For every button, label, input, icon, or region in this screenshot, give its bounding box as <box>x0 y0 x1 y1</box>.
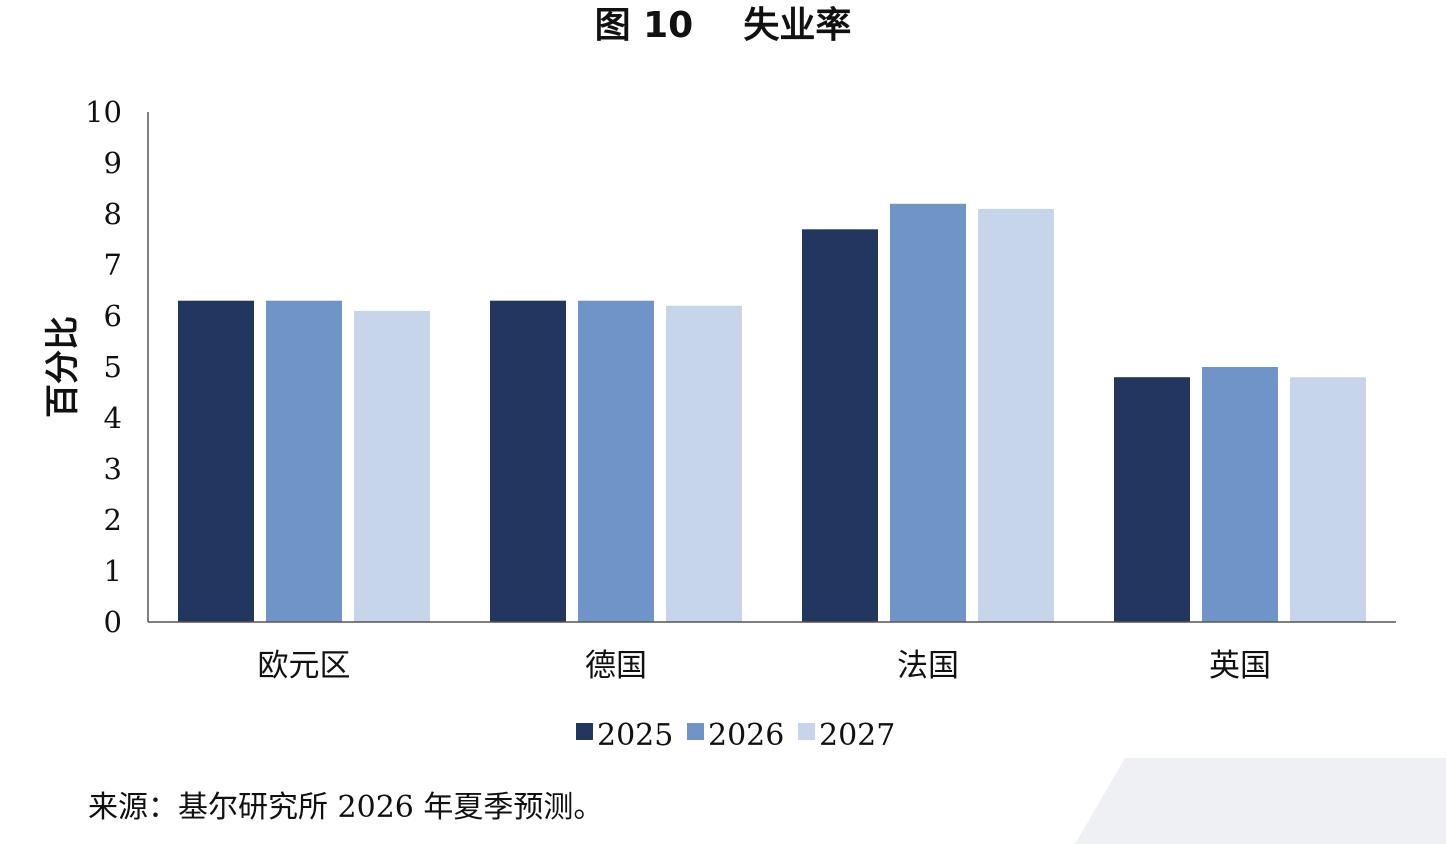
x-category-label: 欧元区 <box>258 648 351 684</box>
source-note: 来源：基尔研究所 2026 年夏季预测。 <box>88 790 604 825</box>
y-tick-label: 7 <box>104 248 122 282</box>
y-tick-label: 4 <box>104 401 122 435</box>
y-tick-label: 10 <box>85 95 122 129</box>
bar-2025-0 <box>178 300 254 622</box>
bar-2025-2 <box>802 229 878 623</box>
y-tick-label: 0 <box>104 605 122 639</box>
y-axis-label-group: 百分比 <box>43 316 83 418</box>
x-category-label: 德国 <box>585 648 647 684</box>
figure-number: 图 10 <box>594 5 694 46</box>
chart-title: 图 10 失业率 <box>0 4 1446 48</box>
y-tick-label: 9 <box>104 146 122 180</box>
y-tick-label: 1 <box>104 554 122 588</box>
title-text: 失业率 <box>743 5 852 46</box>
axes <box>147 112 1396 623</box>
x-category-label: 法国 <box>897 648 959 684</box>
x-category-label: 英国 <box>1209 648 1271 684</box>
y-axis-ticks: 0 1 2 3 4 5 6 7 8 9 10 <box>85 95 122 639</box>
bar-2027-0 <box>354 310 430 622</box>
legend-swatch-2026 <box>687 723 704 740</box>
bar-2025-3 <box>1114 377 1190 622</box>
bar-2025-1 <box>490 300 566 622</box>
bar-2026-3 <box>1202 367 1278 622</box>
y-tick-label: 3 <box>104 452 122 486</box>
bar-2027-2 <box>978 208 1054 622</box>
legend-swatch-2027 <box>798 723 815 740</box>
bar-2027-1 <box>666 305 742 622</box>
legend-label-2026: 2026 <box>708 718 784 753</box>
bar-2026-2 <box>890 203 966 623</box>
legend-label-2025: 2025 <box>597 718 673 753</box>
bar-2026-1 <box>578 300 654 622</box>
legend-label-2027: 2027 <box>819 718 895 753</box>
y-axis-label: 百分比 <box>43 316 83 418</box>
x-axis-categories: 欧元区 德国 法国 英国 <box>258 648 1272 684</box>
y-tick-label: 5 <box>104 350 122 384</box>
y-tick-label: 8 <box>104 197 122 231</box>
y-tick-label: 2 <box>104 503 122 537</box>
legend-swatch-2025 <box>576 723 593 740</box>
legend: 2025 2026 2027 <box>576 718 895 753</box>
bar-chart: 百分比 0 1 2 3 4 5 6 7 8 9 10 欧元区 德国 法国 英国 2025 2026 2027 <box>43 95 1396 753</box>
bar-2027-3 <box>1290 377 1366 622</box>
y-tick-label: 6 <box>104 299 122 333</box>
bars <box>178 203 1366 623</box>
bar-2026-0 <box>266 300 342 622</box>
